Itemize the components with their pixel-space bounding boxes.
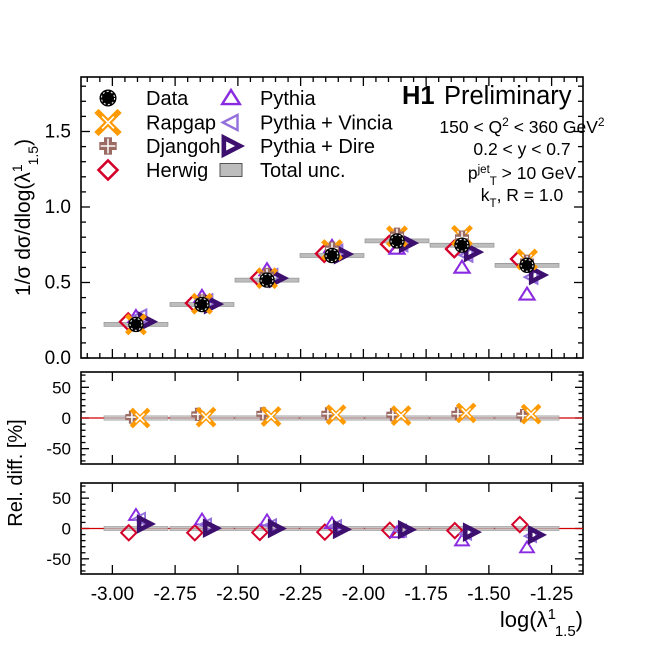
svg-text:1.5: 1.5 xyxy=(45,122,71,143)
svg-text:Pythia + Dire: Pythia + Dire xyxy=(260,136,375,158)
svg-text:0.0: 0.0 xyxy=(45,348,71,369)
svg-text:0.2 < y < 0.7: 0.2 < y < 0.7 xyxy=(473,139,570,159)
svg-text:Rapgap: Rapgap xyxy=(146,113,216,135)
svg-text:-50: -50 xyxy=(46,550,71,569)
svg-text:-2.75: -2.75 xyxy=(153,584,196,605)
svg-text:-1.50: -1.50 xyxy=(467,584,510,605)
svg-text:Preliminary: Preliminary xyxy=(444,82,572,110)
svg-text:-2.00: -2.00 xyxy=(342,584,385,605)
svg-text:H1: H1 xyxy=(402,82,435,110)
svg-text:Total unc.: Total unc. xyxy=(260,160,346,182)
svg-text:-3.00: -3.00 xyxy=(91,584,134,605)
svg-text:-2.50: -2.50 xyxy=(216,584,259,605)
svg-text:150 < Q2 < 360 GeV2: 150 < Q2 < 360 GeV2 xyxy=(439,115,604,137)
svg-text:Djangoh: Djangoh xyxy=(146,136,221,158)
svg-text:-1.75: -1.75 xyxy=(404,584,447,605)
svg-text:50: 50 xyxy=(52,489,71,508)
svg-text:1.0: 1.0 xyxy=(45,197,71,218)
svg-text:Data: Data xyxy=(146,88,189,110)
svg-text:-50: -50 xyxy=(46,440,71,459)
svg-text:Pythia: Pythia xyxy=(260,88,316,110)
svg-text:Rel. diff. [%]: Rel. diff. [%] xyxy=(5,419,27,526)
svg-text:0.5: 0.5 xyxy=(45,273,71,294)
svg-text:0: 0 xyxy=(62,409,71,428)
svg-text:Herwig: Herwig xyxy=(146,160,208,182)
svg-text:0: 0 xyxy=(62,520,71,539)
svg-text:-1.25: -1.25 xyxy=(530,584,573,605)
svg-text:-2.25: -2.25 xyxy=(279,584,322,605)
svg-text:Pythia + Vincia: Pythia + Vincia xyxy=(260,113,393,135)
svg-text:50: 50 xyxy=(52,378,71,397)
